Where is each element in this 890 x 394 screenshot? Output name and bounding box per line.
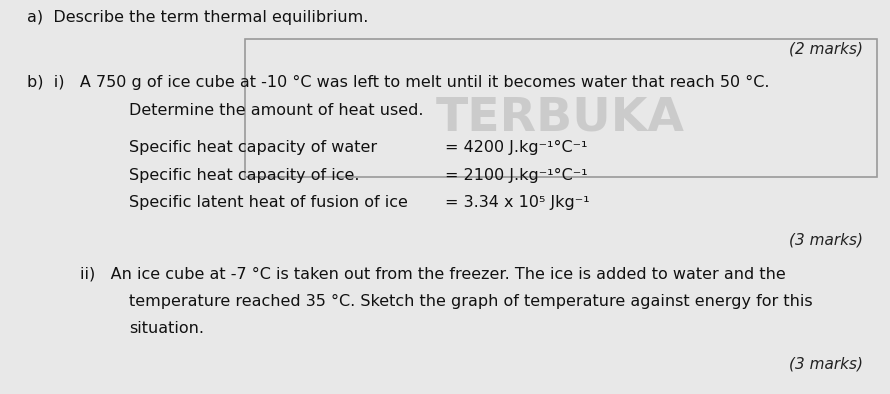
Text: a)  Describe the term thermal equilibrium.: a) Describe the term thermal equilibrium…	[27, 10, 368, 25]
Text: b)  i)   A 750 g of ice cube at -10 °C was left to melt until it becomes water t: b) i) A 750 g of ice cube at -10 °C was …	[27, 75, 769, 90]
Text: (2 marks): (2 marks)	[789, 42, 863, 57]
Text: Specific heat capacity of ice.: Specific heat capacity of ice.	[129, 168, 360, 183]
Text: Specific latent heat of fusion of ice: Specific latent heat of fusion of ice	[129, 195, 408, 210]
Text: = 2100 J.kg⁻¹°C⁻¹: = 2100 J.kg⁻¹°C⁻¹	[445, 168, 587, 183]
Text: (3 marks): (3 marks)	[789, 233, 863, 248]
Bar	[245, 39, 877, 177]
Text: ii)   An ice cube at -7 °C is taken out from the freezer. The ice is added to wa: ii) An ice cube at -7 °C is taken out fr…	[80, 266, 786, 281]
Text: (3 marks): (3 marks)	[789, 357, 863, 372]
Text: = 3.34 x 10⁵ Jkg⁻¹: = 3.34 x 10⁵ Jkg⁻¹	[445, 195, 590, 210]
Text: Specific heat capacity of water: Specific heat capacity of water	[129, 140, 377, 155]
Text: temperature reached 35 °C. Sketch the graph of temperature against energy for th: temperature reached 35 °C. Sketch the gr…	[129, 294, 813, 309]
Text: situation.: situation.	[129, 322, 204, 336]
Text: TERBUKA: TERBUKA	[436, 96, 685, 141]
Text: Determine the amount of heat used.: Determine the amount of heat used.	[129, 103, 424, 118]
Text: = 4200 J.kg⁻¹°C⁻¹: = 4200 J.kg⁻¹°C⁻¹	[445, 140, 587, 155]
